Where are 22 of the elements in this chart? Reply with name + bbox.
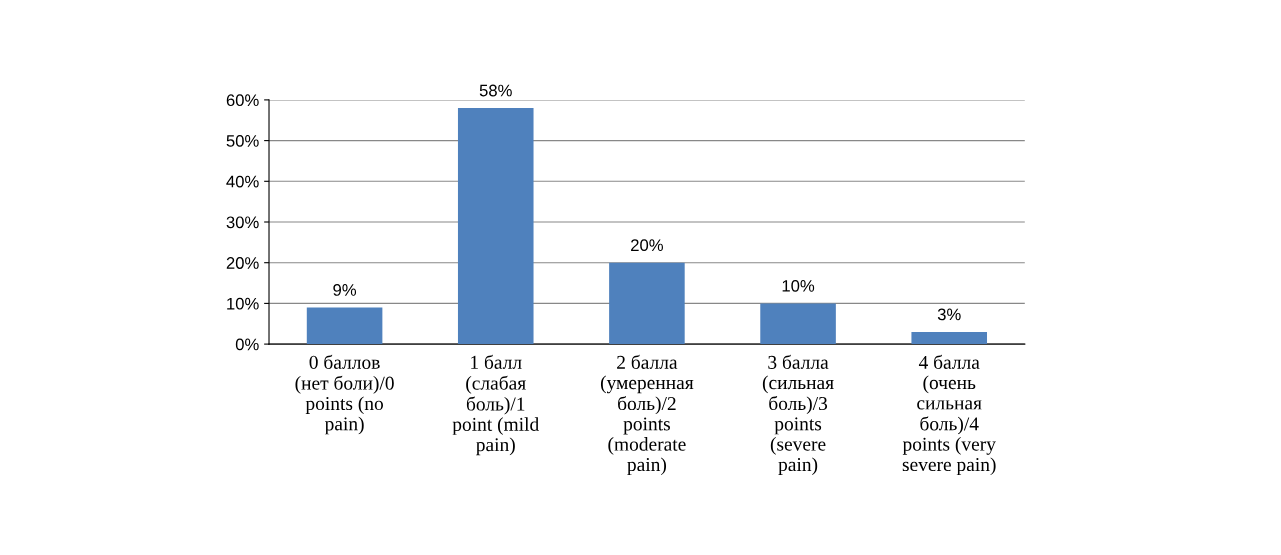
y-tick-label: 0% — [235, 338, 259, 351]
y-tick-label: 60% — [226, 94, 259, 107]
y-tick-label: 10% — [227, 297, 259, 310]
bar — [306, 307, 383, 345]
x-tick-label: 3 балла (сильная боль)/3 points (severe pain) — [762, 354, 834, 476]
bar — [911, 331, 988, 345]
x-tick-label: 1 балл (слабая боль)/1 point (mild pain) — [452, 354, 539, 456]
bar — [457, 108, 534, 345]
x-tick-label: 0 баллов (нет боли)/0 points (no pain) — [295, 354, 394, 435]
data-label: 10% — [782, 279, 815, 292]
x-tick-label: 4 балла (очень сильная боль)/4 points (very severe pain) — [902, 354, 996, 476]
data-label: 9% — [333, 284, 357, 296]
bar — [609, 262, 685, 345]
data-label: 58% — [479, 84, 512, 97]
data-label: 3% — [937, 308, 961, 321]
bar — [760, 303, 836, 345]
data-label: 20% — [631, 239, 663, 252]
y-tick-label: 30% — [226, 216, 259, 229]
y-tick-label: 40% — [226, 175, 259, 188]
y-tick-label: 20% — [226, 257, 259, 269]
y-tick-label: 50% — [226, 135, 259, 147]
x-tick-label: 2 балла (умеренная боль)/2 points (moderate pain) — [600, 354, 694, 476]
